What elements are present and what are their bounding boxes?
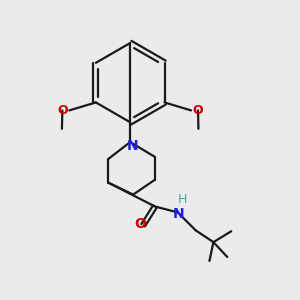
Text: N: N: [173, 207, 184, 221]
Text: O: O: [134, 217, 146, 231]
Text: O: O: [58, 104, 68, 117]
Text: O: O: [192, 104, 203, 117]
Text: N: N: [126, 139, 138, 153]
Text: H: H: [178, 193, 188, 206]
